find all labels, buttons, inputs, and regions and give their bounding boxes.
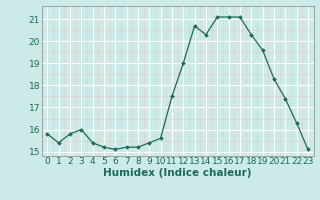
X-axis label: Humidex (Indice chaleur): Humidex (Indice chaleur): [103, 168, 252, 178]
